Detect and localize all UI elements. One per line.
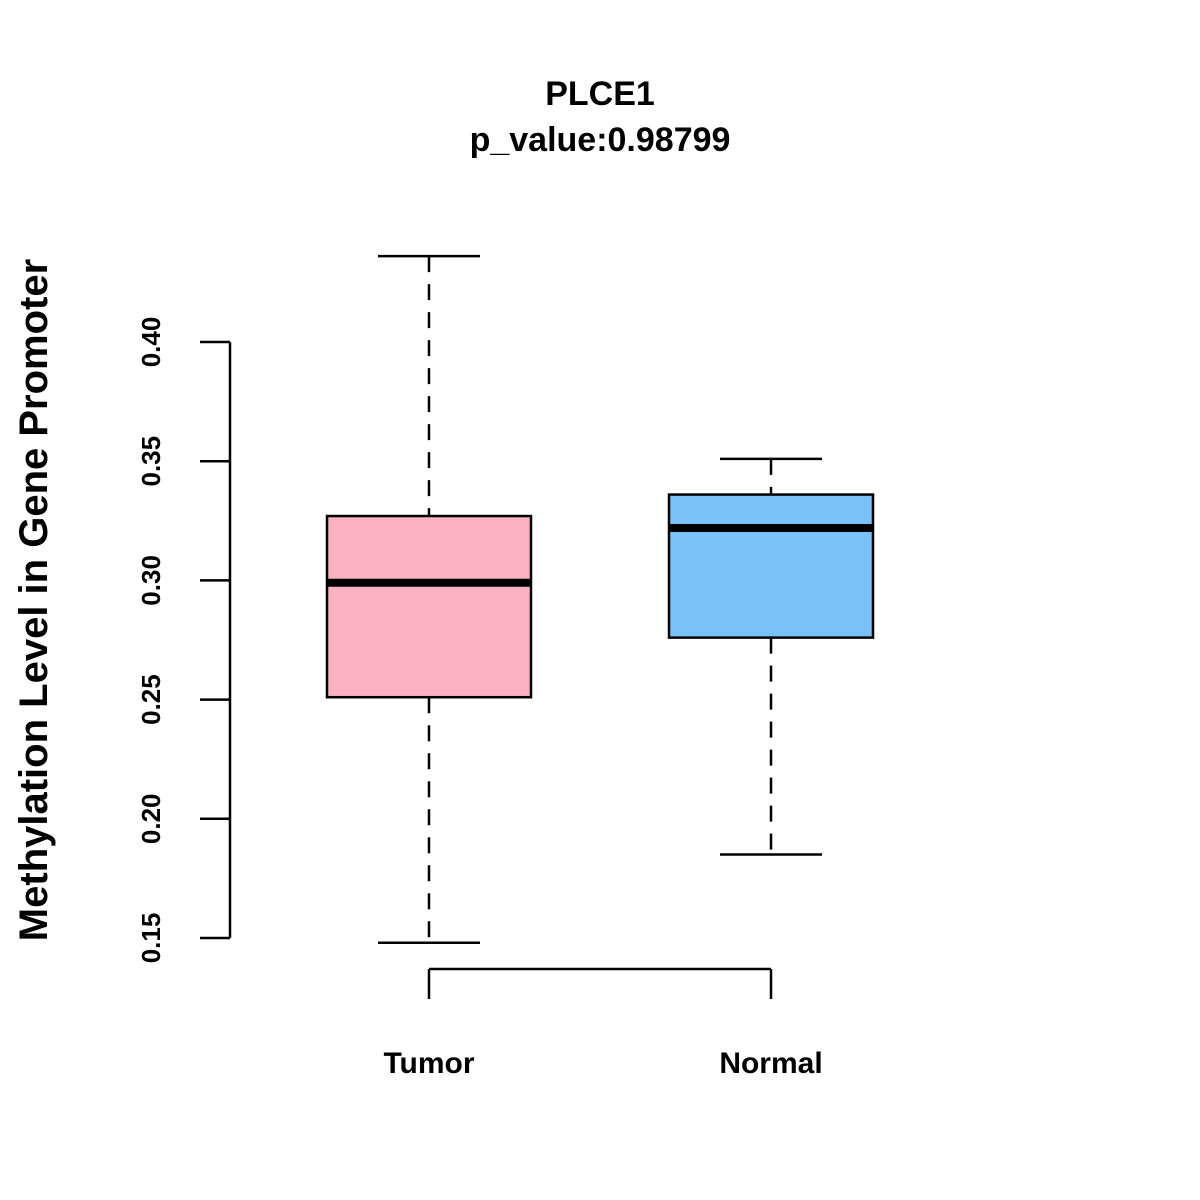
y-tick-label: 0.35 [136, 436, 166, 487]
box-group-normal [667, 457, 875, 856]
y-axis: 0.15 0.20 0.25 0.30 0.35 0.40 [136, 317, 232, 964]
y-tick-label: 0.15 [136, 913, 166, 964]
y-tick-label: 0.25 [136, 674, 166, 725]
y-tick-label: 0.40 [136, 317, 166, 368]
x-tick-label-tumor: Tumor [383, 1047, 474, 1080]
chart-subtitle: p_value:0.98799 [470, 121, 731, 159]
box-group-tumor [325, 254, 533, 945]
y-tick-label: 0.30 [136, 555, 166, 606]
iqr-box [667, 493, 875, 639]
x-tick-label-normal: Normal [719, 1047, 822, 1080]
iqr-box [325, 514, 533, 699]
y-tick-label: 0.20 [136, 793, 166, 844]
y-axis-label: Methylation Level in Gene Promoter [12, 259, 56, 941]
boxes [325, 254, 875, 945]
chart-title: PLCE1 [545, 75, 655, 113]
x-axis: Tumor Normal [383, 967, 823, 1080]
